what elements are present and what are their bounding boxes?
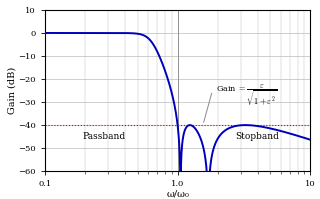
Y-axis label: Gain (dB): Gain (dB) [8,67,17,114]
Text: Gain $= \dfrac{\varepsilon}{\sqrt{1+\varepsilon^2}}$: Gain $= \dfrac{\varepsilon}{\sqrt{1+\var… [216,83,278,108]
Text: Passband: Passband [83,132,126,141]
X-axis label: ω/ω₀: ω/ω₀ [166,190,189,199]
Text: Stopband: Stopband [236,132,279,141]
